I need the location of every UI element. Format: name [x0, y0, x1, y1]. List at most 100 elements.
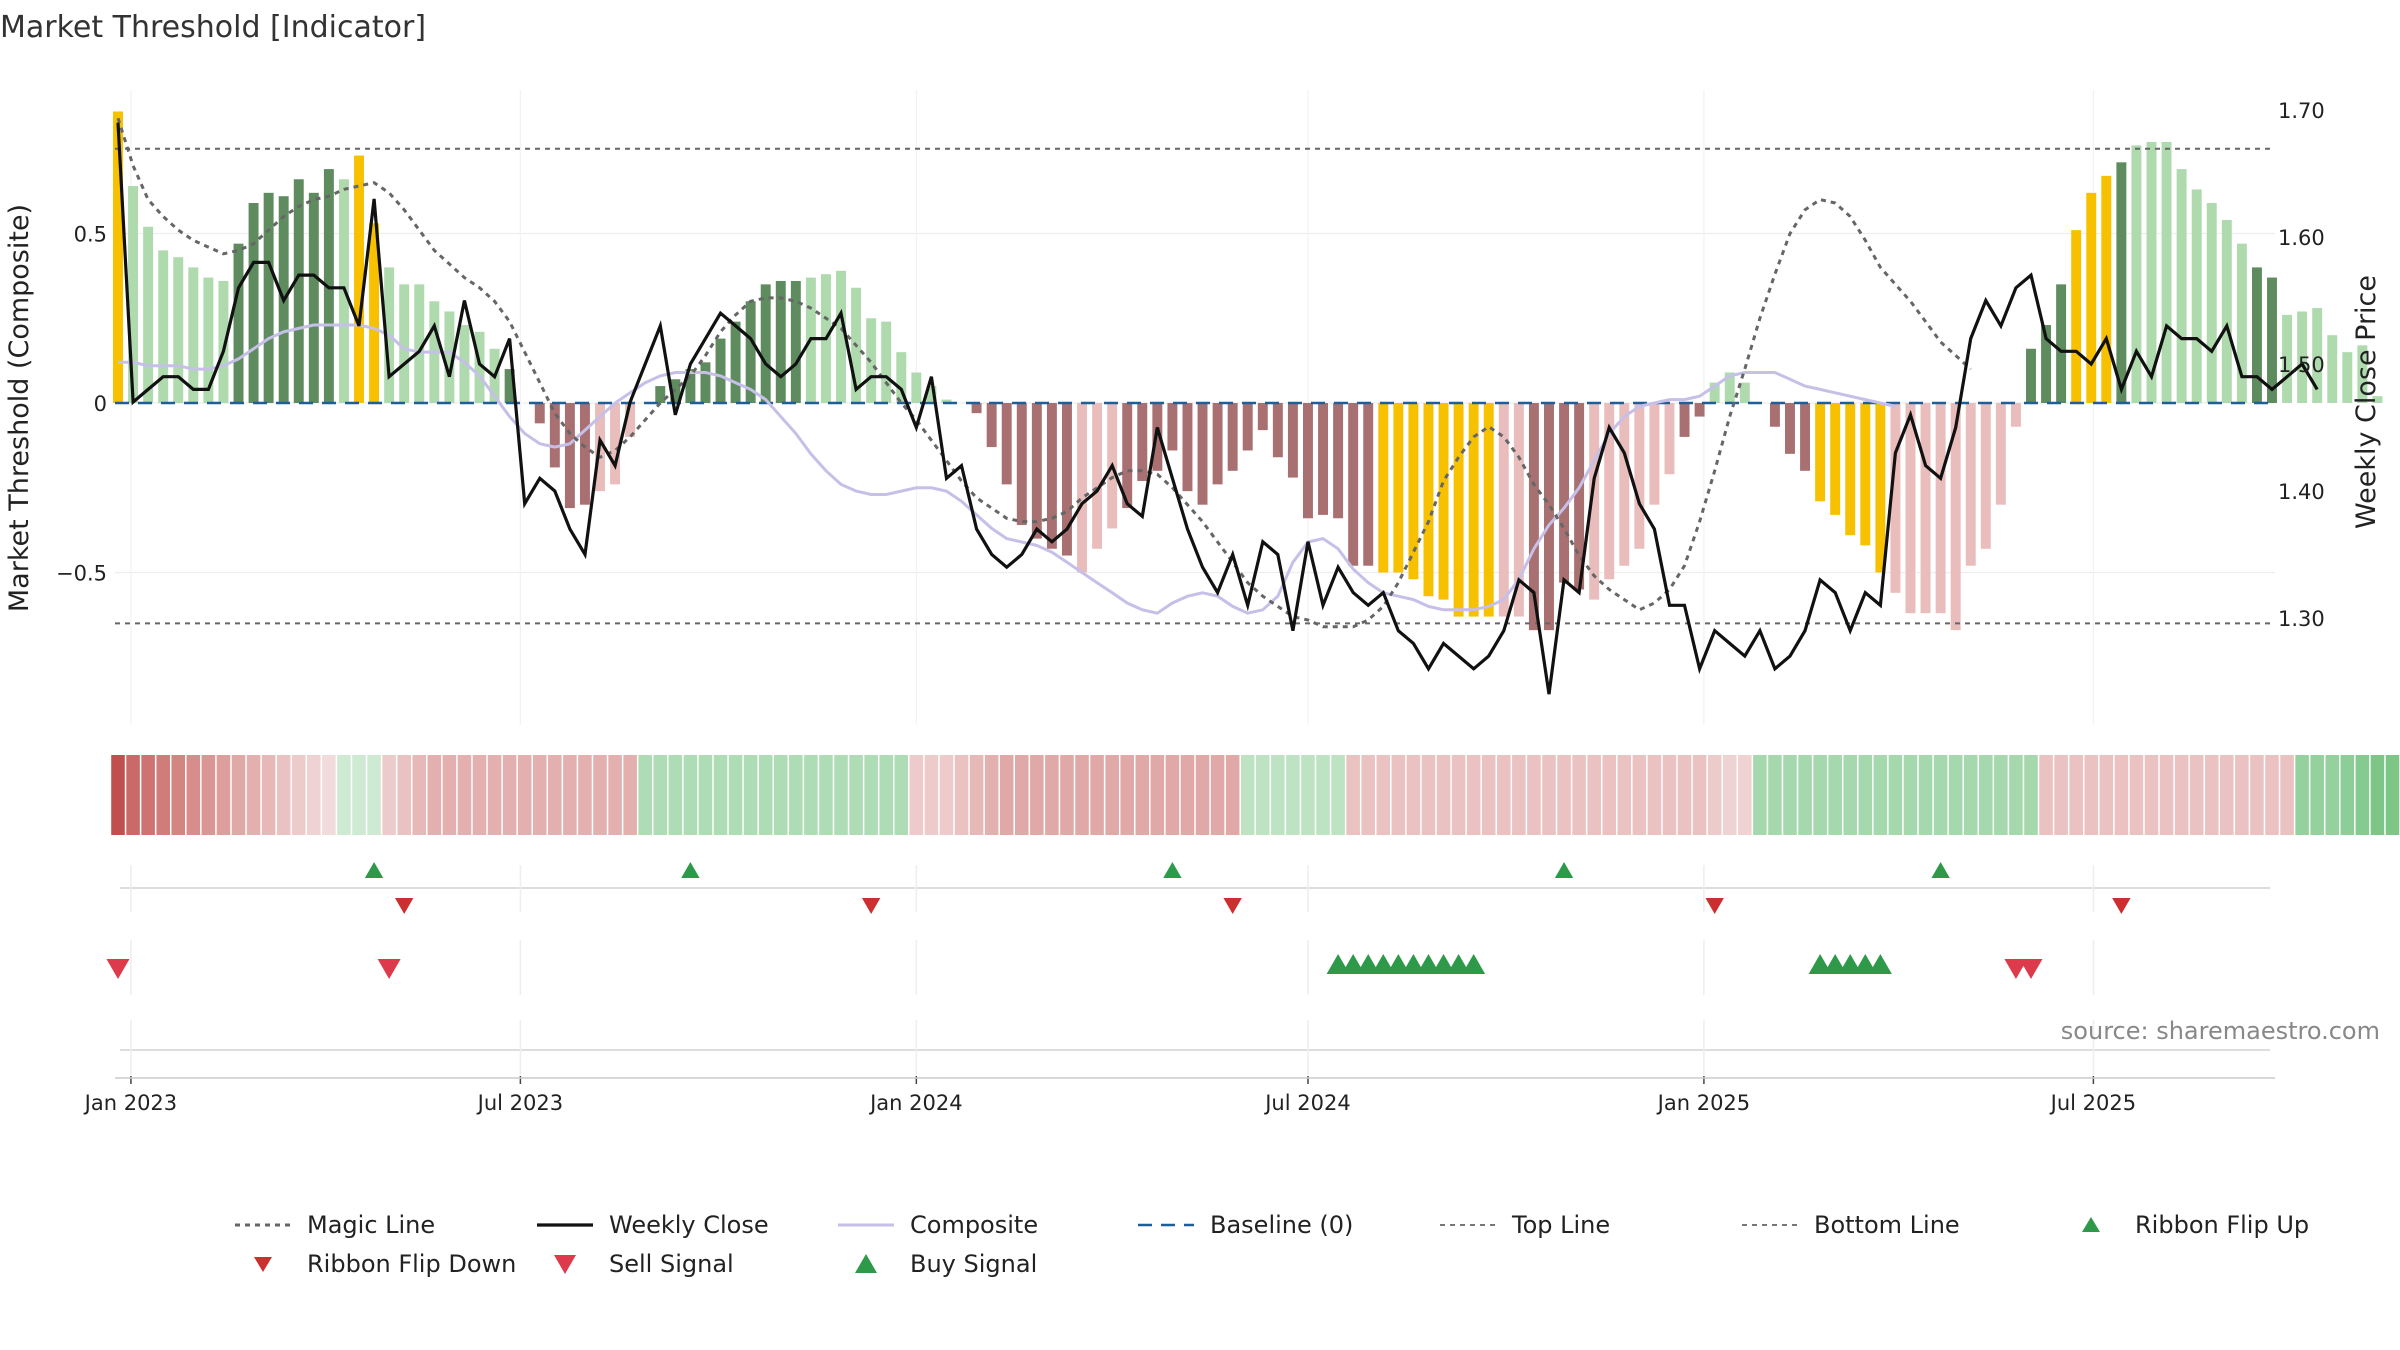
legend-item: Magic Line — [235, 1211, 435, 1239]
buy-signal-marker — [1868, 954, 1892, 974]
ribbon-cell — [924, 755, 939, 835]
ribbon-cell — [1195, 755, 1210, 835]
ribbon-cell — [2295, 755, 2309, 835]
ribbon-cell — [337, 755, 351, 835]
ribbon — [111, 755, 2400, 835]
ribbon-cell — [1617, 755, 1632, 835]
ribbon-cell — [1045, 755, 1059, 835]
composite-bar — [1815, 403, 1826, 502]
ribbon-cell — [758, 755, 773, 835]
ribbon-cell — [773, 755, 788, 835]
x-tick-label: Jul 2024 — [1263, 1091, 1350, 1115]
ribbon-cell — [1602, 755, 1617, 835]
composite-bar — [1227, 403, 1238, 471]
composite-bar — [2342, 352, 2353, 403]
ribbon-cell — [1014, 755, 1029, 835]
ribbon-cell — [939, 755, 954, 835]
ribbon-cell — [1512, 755, 1526, 835]
composite-bar — [2372, 396, 2383, 403]
composite-bar — [399, 284, 410, 403]
ribbon-cell — [2250, 755, 2264, 835]
composite-bar — [2206, 202, 2217, 403]
composite-bar — [1619, 403, 1630, 566]
composite-bar — [2116, 162, 2127, 403]
buy-signal-marker — [1853, 954, 1877, 974]
ribbon-cell — [322, 755, 336, 835]
composite-bar — [1604, 403, 1615, 580]
composite-bar — [2236, 243, 2247, 403]
ribbon-cell — [1843, 755, 1858, 835]
composite-bar — [1679, 403, 1690, 437]
composite-bar — [1498, 403, 1509, 617]
buy-signal-marker — [1462, 954, 1486, 974]
ribbon-cell — [1677, 755, 1692, 835]
ribbon-cell — [623, 755, 637, 835]
ribbon-flip-up-marker — [681, 862, 700, 878]
composite-bar — [1077, 403, 1087, 573]
chart-title: Market Threshold [Indicator] — [0, 10, 426, 45]
legend-item: Weekly Close — [537, 1211, 769, 1239]
ribbon-flip-down-marker — [394, 898, 414, 914]
ribbon-cell — [1286, 755, 1300, 835]
ribbon-cell — [1647, 755, 1662, 835]
ribbon-cell — [728, 755, 743, 835]
ribbon-cell — [111, 755, 125, 835]
legend-swatch — [2082, 1217, 2100, 1232]
ribbon-cell — [412, 755, 427, 835]
ribbon-cell — [608, 755, 622, 835]
composite-bar — [113, 111, 123, 404]
composite-bar — [263, 192, 274, 403]
composite-bar — [1197, 403, 1208, 505]
composite-bar — [1920, 403, 1931, 614]
ribbon-cell — [1497, 755, 1511, 835]
ribbon-cell — [382, 755, 396, 835]
ribbon-cell — [1798, 755, 1812, 835]
legend-label: Top Line — [1511, 1211, 1610, 1239]
ribbon-cell — [894, 755, 909, 835]
composite-bar — [1875, 403, 1886, 573]
x-tick-label: Jul 2023 — [476, 1091, 563, 1115]
composite-bar — [1242, 403, 1253, 451]
ribbon-cell — [593, 755, 607, 835]
ribbon-cell — [261, 755, 276, 835]
ribbon-cell — [1527, 755, 1541, 835]
buy-signal-marker — [1416, 954, 1440, 974]
composite-bar — [1995, 403, 2006, 505]
ribbon-flip-down-marker — [1705, 898, 1724, 914]
composite-bar — [1378, 403, 1389, 573]
legend-item: Baseline (0) — [1138, 1211, 1353, 1239]
ribbon-cell — [141, 755, 155, 835]
buy-signal-marker — [1447, 954, 1471, 974]
composite-bar — [1739, 382, 1750, 403]
composite-bar — [625, 403, 636, 437]
ribbon-cell — [789, 755, 803, 835]
ribbon-cell — [1180, 755, 1195, 835]
ribbon-cell — [2069, 755, 2083, 835]
composite-bar — [1483, 403, 1494, 617]
composite-bar — [2221, 219, 2232, 403]
legend-label: Magic Line — [307, 1211, 435, 1239]
composite-bar — [1468, 403, 1479, 617]
composite-bar — [1363, 403, 1374, 566]
ribbon-cell — [1421, 755, 1436, 835]
composite-bar — [308, 192, 319, 403]
sell-signal-marker — [2019, 959, 2043, 979]
ribbon-cell — [2265, 755, 2279, 835]
ribbon-cell — [1707, 755, 1722, 835]
composite-bar — [414, 284, 425, 403]
ribbon-cell — [1105, 755, 1119, 835]
composite-bar — [1438, 403, 1449, 600]
composite-bar — [1453, 403, 1464, 617]
ribbon-cell — [578, 755, 592, 835]
composite-bar — [1287, 403, 1298, 478]
composite-bar — [775, 280, 786, 403]
ribbon-cell — [2114, 755, 2129, 835]
legend-label: Bottom Line — [1814, 1211, 1960, 1239]
legend-item: Bottom Line — [1742, 1211, 1960, 1239]
legend-item: Buy Signal — [855, 1250, 1037, 1278]
composite-bar — [1528, 403, 1539, 631]
composite-bar — [1559, 403, 1570, 583]
composite-bar — [2357, 345, 2368, 403]
composite-bar — [730, 321, 741, 403]
ribbon-cell — [472, 755, 487, 835]
